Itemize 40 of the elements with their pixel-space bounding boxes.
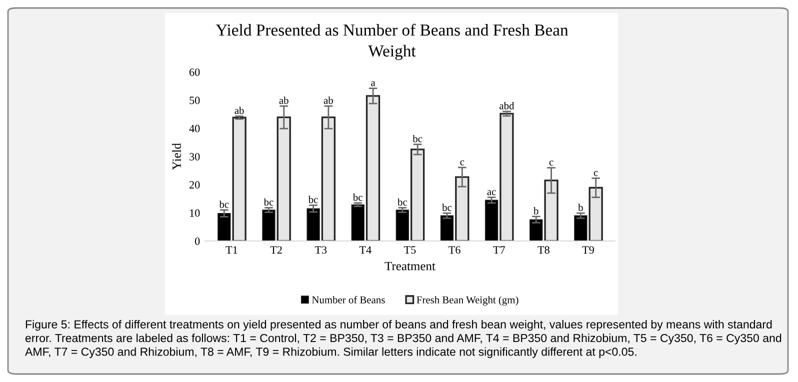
annotation: bc (308, 196, 318, 204)
x-tick-label: T2 (270, 246, 282, 254)
annotation: abd (500, 102, 514, 110)
annotation: b (578, 204, 583, 211)
annotation: ab (234, 106, 244, 114)
annotation: c (549, 160, 554, 166)
x-tick-label: T9 (582, 246, 594, 254)
x-tick-label: T5 (404, 246, 416, 254)
legend-label: Fresh Bean Weight (gm) (416, 296, 518, 306)
x-tick-label: T6 (448, 246, 460, 254)
y-tick-label: 30 (190, 152, 200, 160)
x-tick-label: T8 (538, 246, 550, 254)
x-tick-label: T1 (226, 246, 238, 254)
y-axis-title: Yield (172, 143, 181, 170)
annotation: bc (264, 198, 274, 206)
annotation: bc (412, 134, 422, 142)
x-tick-label: T3 (314, 246, 327, 254)
y-tick-label: 20 (190, 181, 200, 189)
annotation: b (534, 207, 538, 214)
y-tick-label: 40 (189, 124, 200, 132)
annotation: ac (487, 190, 496, 196)
y-tick-label: 50 (190, 96, 200, 104)
x-axis-title: Treatment (384, 262, 436, 270)
annotation: bc (398, 198, 408, 206)
chart-title: Yield Presented as Number of Beans and Fresh Bean Weight (216, 24, 568, 60)
y-tick-label: 60 (190, 68, 200, 76)
caption: Figure 5: Effects of different treatments on yield presented as number of beans and fresh bean weight, values represented by means with standard error. Treatments are labeled as follows: T1 = Control, T2 = BP350, T3 = BP350 and AMF, T4 = BP350 and Rhizobium, T5 = Cy350, T6 = Cy350 and AMF, T7 = Cy350 and Rhizobium, T8 = AMF, T9 = Rhizobium. Similar letters indicate not significantly different at p<0.05. (25, 320, 782, 358)
annotation: c (594, 171, 598, 176)
y-tick-label: 10 (190, 209, 200, 217)
legend-label: Number of Beans (312, 296, 385, 304)
x-tick-label: T7 (493, 246, 505, 254)
x-tick-label: T4 (359, 246, 372, 254)
annotation: a (371, 81, 376, 86)
annotation: ab (324, 96, 333, 104)
annotation: bc (219, 200, 229, 208)
annotation: bc (442, 204, 452, 211)
annotation: bc (352, 194, 362, 201)
annotation: c (460, 160, 464, 166)
annotation: ab (279, 96, 288, 104)
y-tick-label: 0 (195, 237, 200, 245)
